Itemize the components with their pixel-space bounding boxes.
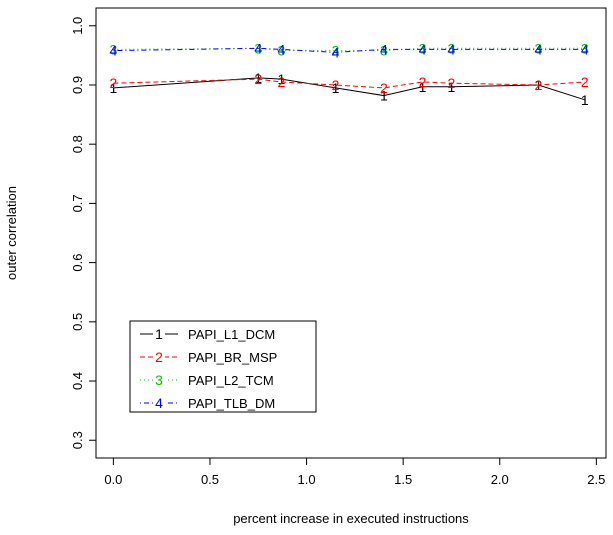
series-point: 2 — [332, 77, 340, 93]
plot-frame — [95, 7, 607, 459]
legend-symbol-bg — [153, 349, 165, 365]
x-tick-label: 2.5 — [587, 472, 605, 487]
series-point: 2 — [278, 74, 286, 90]
series-point: 4 — [380, 41, 388, 57]
legend-symbol: 3 — [155, 372, 163, 388]
legend-symbol-bg — [153, 372, 165, 388]
legend-symbol-bg — [153, 395, 165, 411]
x-axis-label: percent increase in executed instruction… — [233, 511, 469, 526]
series-point: 3 — [581, 40, 589, 56]
series-point: 3 — [448, 40, 456, 56]
series-point: 1 — [581, 92, 589, 108]
x-tick-label: 1.0 — [298, 472, 316, 487]
series-point: 1 — [380, 88, 388, 104]
x-axis: 0.0 0.5 1.0 1.5 2.0 2.5 — [104, 458, 605, 487]
series-point: 1 — [419, 79, 427, 95]
series-point: 2 — [534, 77, 542, 93]
legend-label: PAPI_TLB_DM — [188, 396, 275, 411]
y-axis: 0.3 0.4 0.5 0.6 0.7 0.8 0.9 1.0 — [70, 17, 96, 449]
series-point: 3 — [419, 40, 427, 56]
series-point: 3 — [278, 43, 286, 59]
series-point: 2 — [448, 75, 456, 91]
series-point: 1 — [278, 71, 286, 87]
series-point: 4 — [534, 41, 542, 57]
series-line — [113, 47, 585, 53]
series-point: 1 — [332, 80, 340, 96]
series-point: 3 — [109, 41, 117, 57]
series-point: 1 — [448, 79, 456, 95]
series-layer: 11 11 11 1 112 2 2 2 2 2 2 2 23 3 3 3 3 3 3 3 34 4 4 4 4 4 4 4 4 — [109, 40, 588, 108]
legend-rows: 1 PAPI_L1_DCM 2 PAPI_BR_MSP 3 PAPI_L2_TCM 4 PAP… — [140, 326, 277, 411]
series-line — [113, 78, 585, 89]
y-tick-label: 0.3 — [70, 431, 85, 449]
series-line — [113, 77, 585, 101]
series-point: 4 — [332, 44, 340, 60]
series-point: 3 — [380, 43, 388, 59]
x-tick-label: 1.5 — [394, 472, 412, 487]
series-point: 2 — [109, 75, 117, 91]
series-point: 1 — [254, 70, 262, 86]
series-point: 3 — [332, 43, 340, 59]
x-tick-label: 0.5 — [201, 472, 219, 487]
y-tick-label: 0.5 — [70, 313, 85, 331]
legend-label: PAPI_L1_DCM — [188, 327, 275, 342]
legend: 1 PAPI_L1_DCM 2 PAPI_BR_MSP 3 PAPI_L2_TCM 4 PAP… — [129, 320, 317, 413]
series-point: 4 — [109, 43, 117, 59]
y-tick-label: 0.7 — [70, 194, 85, 212]
legend-symbol: 2 — [155, 349, 163, 365]
y-axis-label: outer correlation — [4, 186, 19, 280]
y-tick-label: 0.6 — [70, 254, 85, 272]
series-point: 4 — [278, 41, 286, 57]
series-point: 4 — [419, 41, 427, 57]
legend-symbol: 4 — [155, 395, 163, 411]
series-point: 4 — [581, 41, 589, 57]
series-point: 1 — [109, 80, 117, 96]
legend-label: PAPI_BR_MSP — [188, 350, 277, 365]
x-tick-label: 0.0 — [104, 472, 122, 487]
series-point: 2 — [581, 74, 589, 90]
series-point: 2 — [254, 71, 262, 87]
series-point: 2 — [380, 80, 388, 96]
y-tick-label: 0.9 — [70, 76, 85, 94]
series-point: 4 — [254, 40, 262, 56]
y-tick-label: 0.4 — [70, 372, 85, 390]
series-point: 4 — [448, 41, 456, 57]
y-tick-label: 1.0 — [70, 17, 85, 35]
series-point: 3 — [534, 40, 542, 56]
x-tick-label: 2.0 — [491, 472, 509, 487]
series-point: 2 — [419, 74, 427, 90]
legend-symbol: 1 — [155, 326, 163, 342]
legend-symbol-bg — [153, 326, 165, 342]
legend-label: PAPI_L2_TCM — [188, 373, 274, 388]
y-tick-label: 0.8 — [70, 135, 85, 153]
